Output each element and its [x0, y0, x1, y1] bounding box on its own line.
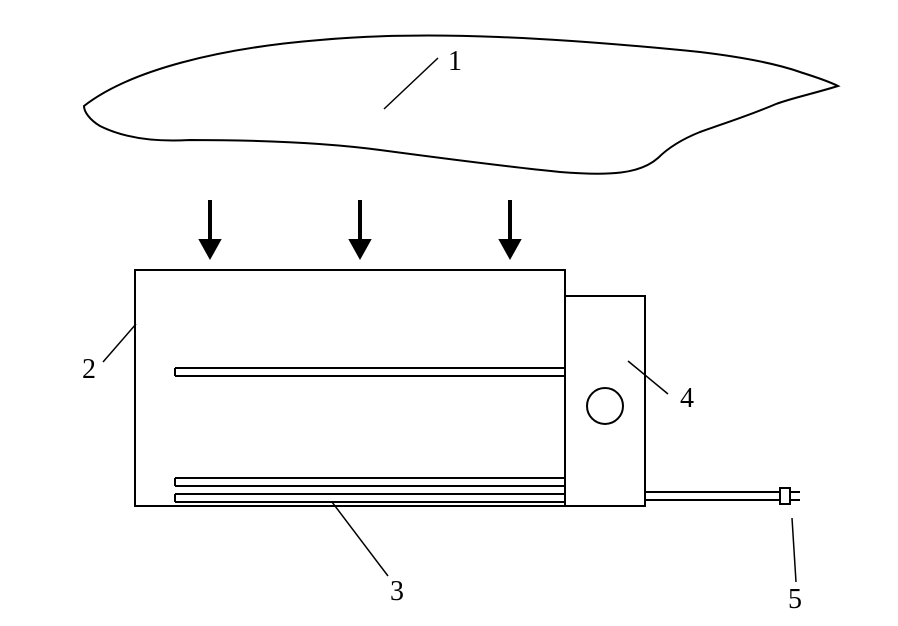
label-rods: 3 [390, 576, 404, 607]
arrows-group [200, 200, 520, 258]
plug [780, 488, 800, 504]
leader-arm [384, 58, 438, 109]
side-box [565, 296, 645, 506]
label-plug: 5 [788, 584, 802, 615]
arrow-1 [200, 200, 220, 258]
leader-box [103, 324, 136, 362]
cable [645, 492, 780, 500]
label-sidebox: 4 [680, 383, 694, 414]
leader-sidebox [628, 361, 668, 394]
label-box: 2 [82, 354, 96, 385]
label-arm: 1 [448, 46, 462, 77]
side-box-circle [587, 388, 623, 424]
diagram-canvas: 1 2 3 4 5 [0, 0, 898, 626]
main-box [135, 270, 565, 506]
arrow-2 [350, 200, 370, 258]
arrow-3 [500, 200, 520, 258]
leader-plug [792, 518, 796, 582]
leader-lines [103, 58, 796, 582]
rods-group [175, 368, 565, 502]
leader-rods [332, 502, 388, 576]
